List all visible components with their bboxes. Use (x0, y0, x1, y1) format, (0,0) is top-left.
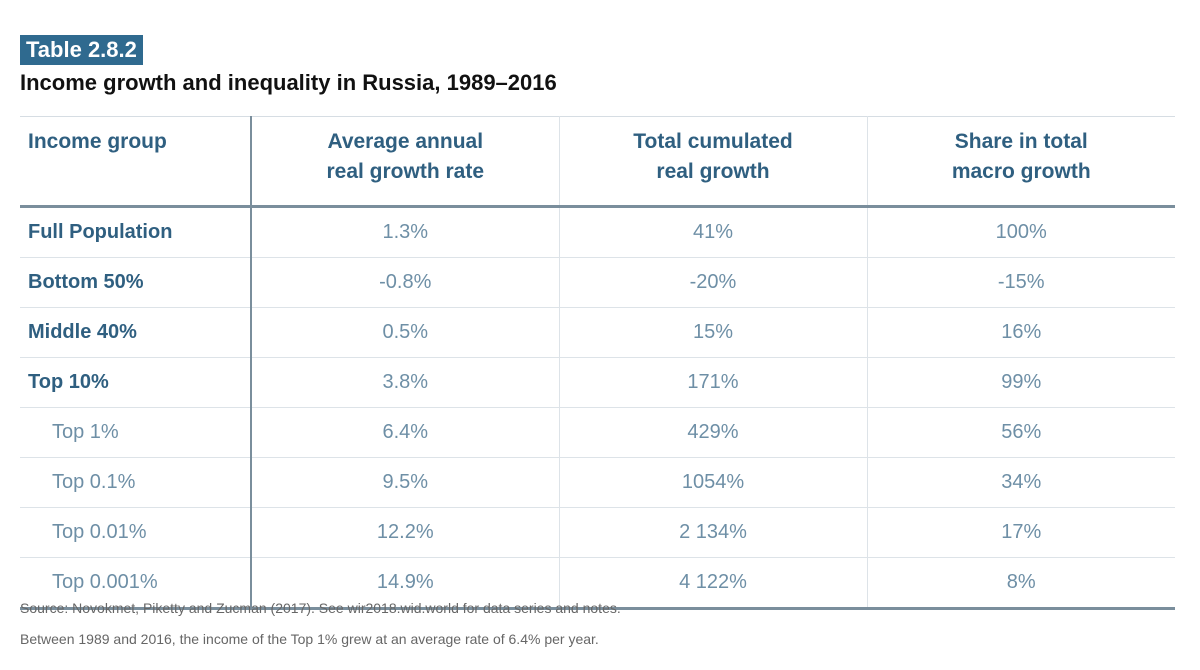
source-note: Source: Novokmet, Piketty and Zucman (20… (20, 600, 621, 616)
cumulated-growth-cell: 15% (559, 307, 868, 358)
income-group-cell: Top 1% (20, 407, 252, 458)
share-cell: 8% (867, 557, 1175, 610)
income-group-cell: Bottom 50% (20, 257, 252, 308)
cumulated-growth-cell: 1054% (559, 457, 868, 508)
header-row: Income group Average annual real growth … (20, 116, 1175, 208)
annual-growth-cell: 12.2% (251, 507, 560, 558)
annual-growth-cell: -0.8% (251, 257, 560, 308)
header-share-macro-growth: Share in total macro growth (867, 116, 1175, 208)
table-title: Income growth and inequality in Russia, … (20, 70, 557, 95)
share-cell: -15% (867, 257, 1175, 308)
table-row: Middle 40% 0.5% 15% 16% (20, 307, 1175, 358)
table-row: Top 0.1% 9.5% 1054% 34% (20, 457, 1175, 508)
table-row: Top 1% 6.4% 429% 56% (20, 407, 1175, 458)
share-cell: 99% (867, 357, 1175, 408)
cumulated-growth-cell: 429% (559, 407, 868, 458)
annual-growth-cell: 9.5% (251, 457, 560, 508)
annual-growth-cell: 1.3% (251, 206, 560, 258)
income-group-cell: Top 10% (20, 357, 252, 408)
income-group-cell: Top 0.01% (20, 507, 252, 558)
cumulated-growth-cell: 41% (559, 206, 868, 258)
income-growth-table: Income group Average annual real growth … (20, 116, 1175, 610)
explanation-note: Between 1989 and 2016, the income of the… (20, 631, 599, 647)
annual-growth-cell: 14.9% (251, 557, 560, 610)
table-row: Top 0.001% 14.9% 4 122% 8% (20, 557, 1175, 610)
cumulated-growth-cell: 171% (559, 357, 868, 408)
income-group-cell: Full Population (20, 206, 252, 258)
share-cell: 56% (867, 407, 1175, 458)
header-income-group: Income group (20, 116, 252, 208)
table-row: Top 10% 3.8% 171% 99% (20, 357, 1175, 408)
share-cell: 17% (867, 507, 1175, 558)
share-cell: 100% (867, 206, 1175, 258)
header-annual-growth: Average annual real growth rate (251, 116, 560, 208)
cumulated-growth-cell: 4 122% (559, 557, 868, 610)
share-cell: 34% (867, 457, 1175, 508)
share-cell: 16% (867, 307, 1175, 358)
cumulated-growth-cell: 2 134% (559, 507, 868, 558)
income-group-cell: Top 0.001% (20, 557, 252, 610)
income-group-cell: Middle 40% (20, 307, 252, 358)
cumulated-growth-cell: -20% (559, 257, 868, 308)
table-row: Bottom 50% -0.8% -20% -15% (20, 257, 1175, 308)
annual-growth-cell: 3.8% (251, 357, 560, 408)
table-row: Full Population 1.3% 41% 100% (20, 206, 1175, 258)
income-group-cell: Top 0.1% (20, 457, 252, 508)
annual-growth-cell: 0.5% (251, 307, 560, 358)
table-number-label: Table 2.8.2 (20, 35, 143, 65)
annual-growth-cell: 6.4% (251, 407, 560, 458)
table-row: Top 0.01% 12.2% 2 134% 17% (20, 507, 1175, 558)
header-cumulated-growth: Total cumulated real growth (559, 116, 868, 208)
